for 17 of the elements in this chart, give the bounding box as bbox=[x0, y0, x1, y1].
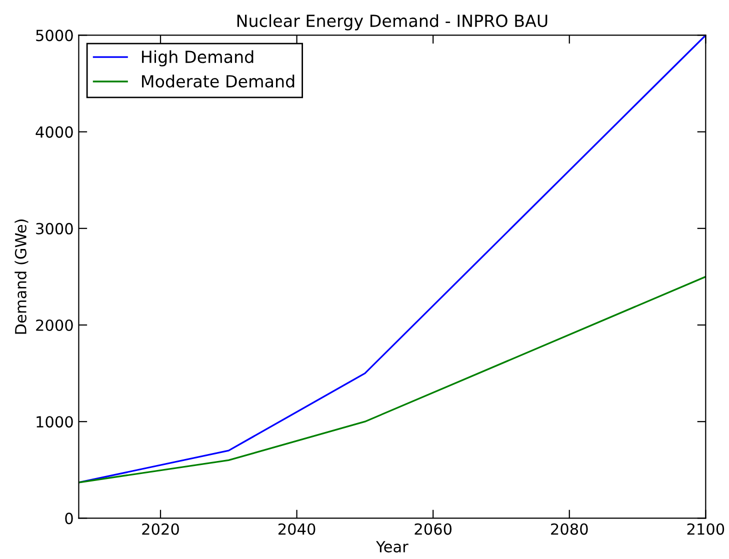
x-tick-label: 2100 bbox=[687, 523, 724, 535]
x-tick-label: 2040 bbox=[278, 523, 316, 535]
chart-title: Nuclear Energy Demand - INPRO BAU bbox=[237, 14, 548, 30]
line-series bbox=[78, 276, 706, 484]
y-tick-label: 5000 bbox=[36, 30, 73, 42]
x-tick-label: 2060 bbox=[414, 523, 452, 535]
legend-label: Moderate Demand bbox=[142, 74, 294, 88]
y-tick-label: 4000 bbox=[36, 126, 73, 138]
y-tick-label: 3000 bbox=[36, 222, 73, 234]
y-tick-label: 2000 bbox=[36, 319, 73, 332]
y-axis-title: Demand (GWe) bbox=[14, 220, 28, 334]
x-tick-label: 2080 bbox=[551, 523, 588, 535]
x-axis-title: Year bbox=[376, 541, 408, 552]
y-tick-label: 1000 bbox=[36, 416, 73, 428]
legend-label: High Demand bbox=[142, 50, 254, 66]
x-tick-label: 2020 bbox=[142, 523, 179, 535]
y-tick-label: 0 bbox=[65, 512, 73, 524]
